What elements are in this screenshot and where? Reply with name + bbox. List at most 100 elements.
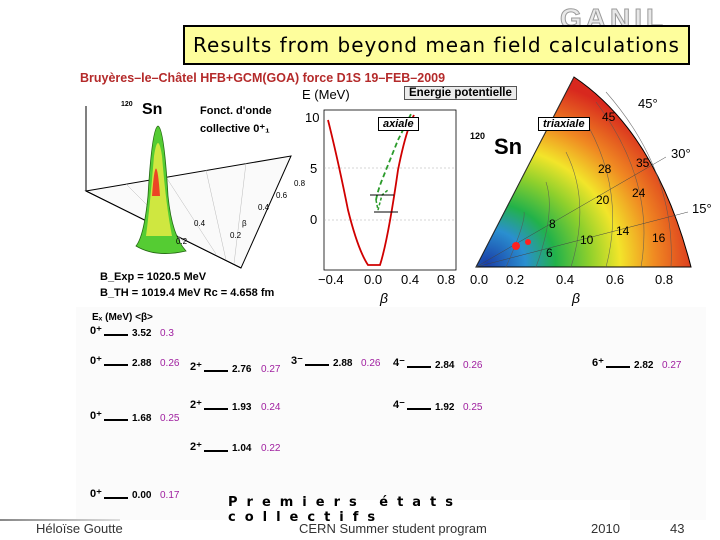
level-energy: 2.84 (435, 360, 455, 371)
right-x-tick-02: 0.2 (506, 272, 525, 287)
b-th: B_TH = 1019.4 MeV Rc = 4.658 fm (100, 287, 275, 299)
mid-x-tick-08: 0.8 (437, 272, 456, 287)
level-jpi: 0⁺ (90, 410, 102, 422)
axis-e-label: E (MeV) (302, 87, 350, 102)
slide-title-text: Results from beyond mean field calculati… (193, 33, 680, 57)
mid-x-tick-neg04: −0.4 (318, 272, 344, 287)
level-bar (407, 408, 431, 410)
level-jpi: 2⁺ (190, 361, 202, 373)
wavefunction-plot: 0.8 0.6 0.4 β 0.2 0.2 0.4 (84, 106, 306, 269)
contour-label-28: 28 (598, 162, 612, 176)
footer-author: Héloïse Goutte (36, 521, 123, 536)
level-energy: 2.88 (333, 358, 353, 369)
right-x-tick-06: 0.6 (606, 272, 625, 287)
level-bar (407, 366, 431, 368)
level-beta: 0.3 (160, 328, 174, 339)
contour-label-10: 10 (580, 233, 594, 247)
footer-rule (0, 519, 120, 521)
contour-label-14: 14 (616, 224, 630, 238)
level-bar (104, 364, 128, 366)
level-jpi: 2⁺ (190, 399, 202, 411)
level-energy: 0.00 (132, 490, 152, 501)
level-bar (305, 364, 329, 366)
contour-label-35: 35 (636, 156, 650, 170)
contour-label-45: 45 (602, 110, 616, 124)
level-jpi: 3⁻ (291, 355, 303, 367)
level-energy: 2.76 (232, 364, 252, 375)
level-jpi: 2⁺ (190, 441, 202, 453)
level-bar (104, 419, 128, 421)
figure-header: Bruyères–le–Châtel HFB+GCM(GOA) force D1… (80, 71, 446, 85)
level-energy: 1.92 (435, 402, 455, 413)
right-x-tick-00: 0.0 (470, 272, 489, 287)
contour-label-16: 16 (652, 231, 666, 245)
level-bar (204, 408, 228, 410)
level-jpi: 4⁻ (393, 357, 405, 369)
level-beta: 0.24 (261, 402, 281, 413)
right-x-tick-08: 0.8 (655, 272, 674, 287)
footer-event: CERN Summer student program (299, 521, 487, 536)
svg-text:0.2: 0.2 (176, 237, 188, 246)
mid-beta-label: β (380, 290, 388, 306)
right-x-tick-04: 0.4 (556, 272, 575, 287)
level-bar (104, 334, 128, 336)
level-beta: 0.27 (261, 364, 281, 375)
level-energy: 1.93 (232, 402, 252, 413)
level-energy: 1.68 (132, 413, 152, 424)
mid-x-tick-04: 0.4 (401, 272, 420, 287)
svg-text:0.6: 0.6 (276, 191, 288, 200)
mid-y-tick-5: 5 (310, 161, 318, 176)
level-jpi: 0⁺ (90, 325, 102, 337)
fonct-label-2: collective 0⁺₁ (200, 123, 270, 135)
energie-potentielle-label: Energie potentielle (404, 86, 517, 100)
right-nucleus: Sn (494, 134, 523, 159)
premiers-etats-label: Premiers états collectifs (228, 495, 630, 525)
level-beta: 0.22 (261, 443, 281, 454)
level-beta: 0.17 (160, 490, 180, 501)
level-beta: 0.26 (361, 358, 381, 369)
right-mass-number: 120 (470, 131, 486, 141)
premiers-etats-text: Premiers états collectifs (228, 495, 463, 525)
level-beta: 0.27 (662, 360, 682, 371)
b-exp: B_Exp = 1020.5 MeV (100, 271, 207, 283)
mid-x-tick-00: 0.0 (364, 272, 383, 287)
svg-text:0.2: 0.2 (230, 231, 242, 240)
angle-label-30: 30° (671, 146, 691, 161)
triaxial-map (475, 76, 692, 268)
svg-text:0.4: 0.4 (194, 219, 206, 228)
left-mass-number: 120 (121, 101, 133, 108)
ganil-logo: GANIL (560, 2, 720, 38)
level-beta: 0.26 (463, 360, 483, 371)
fonct-label-1: Fonct. d'onde (200, 105, 272, 117)
left-nucleus: Sn (142, 101, 163, 118)
energy-curve-plot (323, 109, 457, 271)
triaxiale-label: triaxiale (538, 117, 590, 131)
level-jpi: 0⁺ (90, 488, 102, 500)
level-jpi: 6⁺ (592, 357, 604, 369)
slide-title: Results from beyond mean field calculati… (183, 25, 690, 65)
level-jpi: 0⁺ (90, 355, 102, 367)
level-energy: 1.04 (232, 443, 252, 454)
level-energy: 3.52 (132, 328, 152, 339)
right-beta-label: β (572, 290, 580, 306)
contour-label-20: 20 (596, 193, 610, 207)
axiale-label: axiale (378, 117, 419, 131)
footer-year: 2010 (591, 521, 620, 536)
level-bar (606, 366, 630, 368)
svg-text:0.8: 0.8 (294, 179, 306, 188)
level-beta: 0.25 (463, 402, 483, 413)
level-header: Eₓ (MeV) <β> (92, 312, 153, 323)
level-jpi: 4⁻ (393, 399, 405, 411)
angle-label-45: 45° (638, 96, 658, 111)
angle-label-15: 15° (692, 201, 712, 216)
level-energy: 2.88 (132, 358, 152, 369)
level-bar (204, 450, 228, 452)
level-bar (204, 370, 228, 372)
mid-y-tick-0: 0 (310, 212, 318, 227)
level-beta: 0.25 (160, 413, 180, 424)
footer-page-number: 43 (670, 521, 685, 536)
svg-text:0.4: 0.4 (258, 203, 270, 212)
contour-label-8: 8 (549, 217, 556, 231)
svg-text:β: β (242, 219, 247, 228)
level-bar (104, 497, 128, 499)
